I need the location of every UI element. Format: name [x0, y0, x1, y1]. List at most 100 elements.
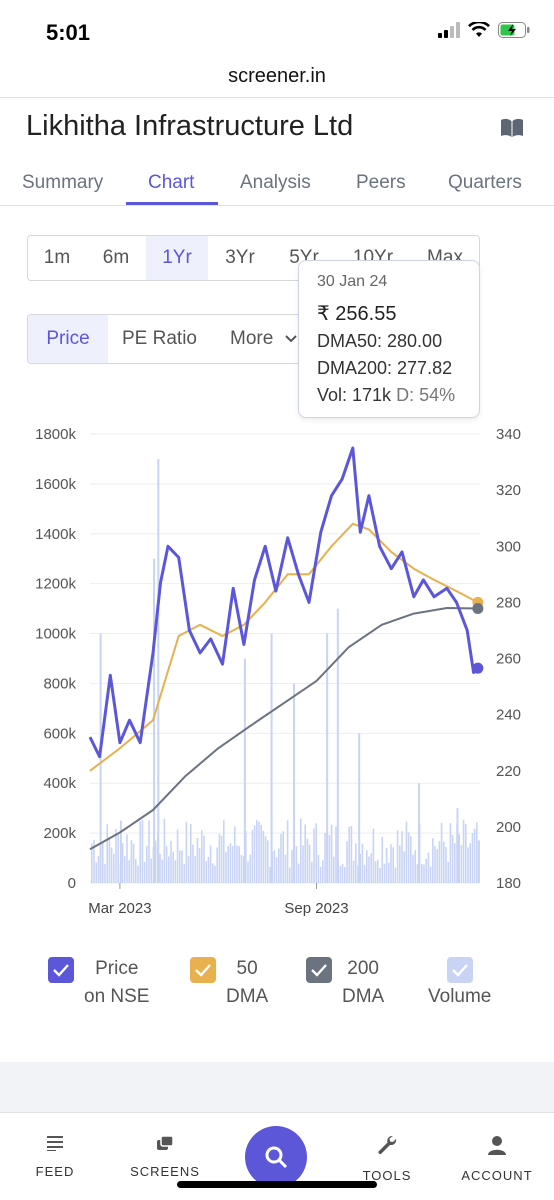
volume-bar: [445, 847, 447, 883]
volume-bar: [174, 860, 177, 883]
range-6m[interactable]: 6m: [102, 247, 130, 268]
check-icon: [451, 964, 468, 977]
volume-bar: [394, 867, 397, 883]
volume-bar: [273, 850, 276, 883]
tab-quarters[interactable]: Quarters: [448, 172, 522, 193]
volume-bar: [179, 850, 181, 883]
volume-bar: [209, 845, 212, 883]
y-left-tick-label: 200k: [43, 825, 76, 842]
volume-bar: [154, 840, 157, 883]
volume-bar: [315, 823, 317, 883]
range-1yr[interactable]: 1Yr: [146, 236, 208, 280]
range-1m[interactable]: 1m: [43, 247, 71, 268]
volume-bar: [181, 850, 183, 883]
y-left-tick-label: 800k: [43, 675, 76, 692]
volume-bar: [436, 849, 438, 883]
active-tab-indicator: [126, 202, 218, 205]
search-button[interactable]: [245, 1126, 307, 1188]
volume-bar: [139, 821, 141, 883]
chart-legend: Price on NSE 50 DMA 200 DMA Volume: [0, 955, 554, 1015]
volume-bar: [401, 831, 403, 883]
legend-price[interactable]: Price on NSE: [48, 955, 149, 1011]
volume-bar: [469, 843, 471, 883]
volume-bar: [339, 866, 342, 883]
price-chart[interactable]: 1800k 1600k 1400k 1200k 1000k 800k 600k 400k 200…: [0, 420, 554, 920]
legend-dma50[interactable]: 50 DMA: [190, 955, 268, 1011]
metric-more-label: More: [230, 328, 274, 349]
volume-bar: [176, 829, 179, 883]
volume-bar: [132, 843, 135, 883]
nav-account[interactable]: ACCOUNT: [442, 1135, 552, 1183]
legend-dma50-checkbox[interactable]: [190, 957, 216, 983]
volume-bar: [341, 863, 344, 883]
tab-summary[interactable]: Summary: [22, 172, 104, 193]
y-left-tick-label: 1600k: [35, 476, 76, 493]
book-icon[interactable]: [500, 118, 524, 138]
volume-bar: [346, 841, 348, 883]
volume-bar: [225, 851, 227, 883]
volume-bar: [124, 856, 126, 883]
volume-bar: [330, 824, 333, 883]
tooltip-dma50: DMA50: 280.00: [317, 331, 443, 351]
volume-bar: [258, 821, 260, 883]
legend-price-checkbox[interactable]: [48, 957, 74, 983]
volume-bar: [385, 847, 388, 883]
volume-bar: [392, 847, 394, 883]
volume-bar: [403, 851, 405, 883]
volume-bar: [388, 862, 390, 883]
legend-volume-checkbox[interactable]: [446, 957, 473, 983]
volume-bar: [447, 862, 449, 883]
volume-bar: [405, 821, 408, 883]
nav-tools[interactable]: TOOLS: [332, 1135, 442, 1183]
volume-bar: [104, 864, 106, 883]
volume-bar: [198, 847, 201, 883]
volume-bar: [366, 850, 368, 883]
check-icon: [311, 964, 327, 977]
y-left-tick-label: 1000k: [35, 626, 76, 643]
volume-bar: [363, 864, 366, 883]
tab-analysis[interactable]: Analysis: [240, 172, 311, 193]
legend-dma200[interactable]: 200 DMA: [306, 955, 384, 1011]
volume-bar: [308, 844, 311, 883]
volume-bar: [319, 866, 322, 883]
volume-bar: [390, 844, 392, 883]
volume-bar: [355, 843, 357, 883]
chart-tooltip: 30 Jan 24 ₹ 256.55 DMA50: 280.00 DMA200:…: [298, 260, 480, 418]
volume-bar: [374, 861, 377, 883]
y-right-tick-label: 220: [496, 763, 521, 780]
metric-pe-ratio[interactable]: PE Ratio: [122, 328, 197, 349]
volume-bar: [295, 846, 298, 883]
check-icon: [195, 964, 211, 977]
nav-feed[interactable]: FEED: [0, 1135, 110, 1179]
legend-dma50-line2: DMA: [226, 986, 269, 1007]
volume-bar: [218, 834, 221, 883]
volume-bar: [163, 818, 166, 883]
volume-bar: [372, 828, 375, 883]
volume-bar: [130, 840, 133, 883]
nav-screens-label: SCREENS: [130, 1164, 200, 1179]
metric-price[interactable]: Price: [28, 315, 108, 363]
metric-more[interactable]: More: [230, 315, 297, 363]
feed-icon: [47, 1136, 63, 1151]
status-bar: 5:01: [0, 0, 554, 62]
volume-spike-bar: [326, 633, 329, 883]
volume-bar: [425, 858, 427, 883]
tab-peers[interactable]: Peers: [356, 172, 406, 193]
cellular-signal-icon: [438, 22, 460, 38]
volume-bar: [383, 863, 386, 883]
legend-volume[interactable]: Volume: [428, 955, 491, 1011]
volume-bar: [322, 860, 324, 883]
volume-bar: [421, 863, 423, 883]
volume-bar: [434, 846, 436, 883]
volume-bar: [269, 866, 271, 883]
legend-dma200-checkbox[interactable]: [306, 957, 332, 983]
range-3yr[interactable]: 3Yr: [225, 247, 255, 268]
nav-screens[interactable]: SCREENS: [110, 1135, 220, 1179]
volume-spike-bar: [157, 458, 160, 883]
y-right-tick-label: 320: [496, 482, 521, 499]
volume-bar: [185, 821, 188, 883]
volume-bar: [192, 844, 194, 883]
browser-url-bar[interactable]: screener.in: [0, 60, 554, 98]
tab-chart[interactable]: Chart: [148, 172, 195, 193]
volume-bar: [348, 826, 350, 883]
